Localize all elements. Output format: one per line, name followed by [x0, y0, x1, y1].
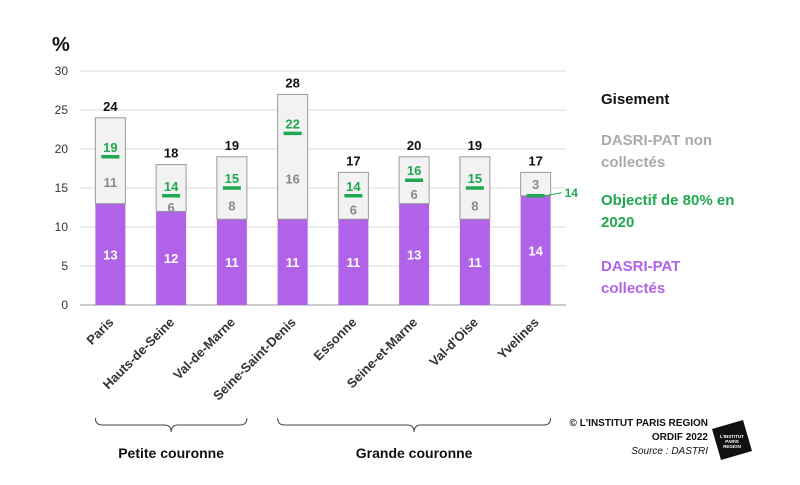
label-collected: 13 — [103, 247, 117, 262]
label-noncollected: 6 — [168, 200, 175, 215]
y-tick-label: 15 — [55, 181, 69, 195]
x-tick-label: Paris — [83, 315, 116, 348]
y-tick-label: 0 — [61, 298, 68, 312]
y-tick-label: 20 — [55, 142, 69, 156]
legend-noncollected: DASRI-PAT non collectés — [601, 132, 713, 171]
y-axis-label: % — [52, 34, 70, 56]
bar-noncollected — [94, 117, 126, 205]
credit-source: Source : DASTRI — [631, 446, 708, 457]
group-bracket — [94, 417, 248, 433]
bar-noncollected — [155, 164, 187, 212]
group-label: Grande couronne — [356, 445, 473, 461]
label-collected: 11 — [286, 255, 300, 270]
y-tick-label: 10 — [55, 220, 69, 234]
credit-copyright: © L'INSTITUT PARIS REGION — [569, 418, 708, 429]
bar-collected — [156, 211, 187, 305]
bar-collected — [459, 219, 490, 305]
x-tick-label: Yvelines — [494, 315, 541, 362]
x-tick-label: Val-de-Marne — [170, 315, 238, 383]
label-collected: 13 — [407, 247, 421, 262]
label-target: 14 — [164, 179, 179, 194]
logo-text-1: L'INSTITUT — [720, 434, 744, 439]
logo-shape — [712, 420, 752, 460]
label-noncollected: 8 — [471, 199, 478, 214]
x-tick-label: Essonne — [311, 315, 360, 364]
label-target: 14 — [565, 186, 579, 200]
label-target: 15 — [225, 171, 239, 186]
label-total: 19 — [468, 138, 482, 153]
label-target: 19 — [103, 140, 117, 155]
group-label: Petite couronne — [118, 445, 224, 461]
label-collected: 11 — [347, 255, 361, 270]
credit-ordif: ORDIF 2022 — [651, 432, 708, 443]
label-noncollected: 8 — [228, 199, 235, 214]
bar-collected — [216, 219, 247, 305]
label-total: 24 — [103, 99, 118, 114]
legend-target: Objectif de 80% en 2020 — [601, 192, 735, 231]
bar-collected — [338, 219, 369, 305]
label-noncollected: 3 — [532, 177, 539, 192]
label-collected: 11 — [225, 255, 239, 270]
y-tick-label: 5 — [61, 259, 68, 273]
label-noncollected: 11 — [104, 175, 118, 190]
bar-collected — [277, 219, 308, 305]
bar-collected — [399, 203, 430, 305]
legend-title: Gisement — [601, 91, 670, 108]
logo-text-3: REGION — [723, 444, 741, 449]
legend-collected: DASRI-PAT collectés — [601, 258, 681, 297]
label-target: 22 — [285, 116, 299, 131]
label-noncollected: 6 — [350, 203, 357, 218]
label-total: 28 — [285, 75, 299, 90]
target-leader — [544, 192, 562, 197]
label-target: 14 — [346, 179, 361, 194]
logo-text-2: PARIS — [725, 439, 738, 444]
label-total: 17 — [346, 153, 360, 168]
label-noncollected: 6 — [411, 187, 418, 202]
label-collected: 12 — [164, 251, 178, 266]
label-collected: 11 — [468, 255, 482, 270]
y-tick-label: 30 — [55, 64, 69, 78]
bar-collected — [95, 203, 126, 305]
y-tick-label: 25 — [55, 103, 69, 117]
label-total: 18 — [164, 146, 178, 161]
bar-noncollected — [277, 93, 309, 220]
label-noncollected: 16 — [285, 171, 299, 186]
label-total: 17 — [528, 153, 542, 168]
label-total: 19 — [225, 138, 239, 153]
x-tick-label: Val-d'Oise — [426, 315, 481, 370]
label-total: 20 — [407, 138, 421, 153]
label-collected: 14 — [528, 243, 543, 258]
institut-logo: L'INSTITUT PARIS REGION — [712, 420, 752, 460]
bar-collected — [520, 195, 551, 305]
group-bracket — [277, 417, 552, 433]
label-target: 15 — [468, 171, 482, 186]
label-target: 16 — [407, 163, 421, 178]
